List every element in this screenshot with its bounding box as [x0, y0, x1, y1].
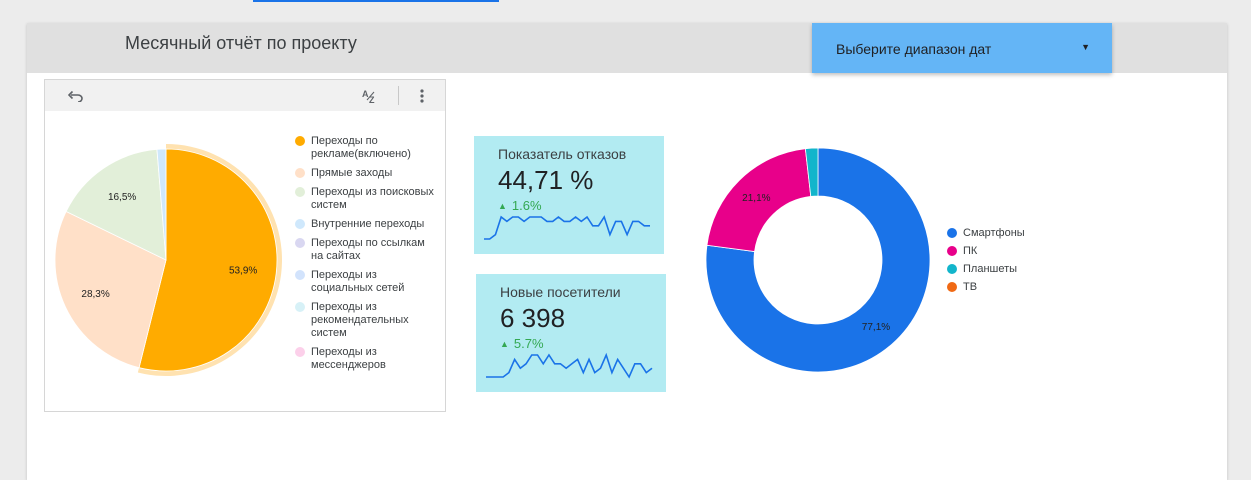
pie-legend: Переходы по рекламе(включено) Прямые захо… [295, 135, 440, 378]
legend-label: Переходы из рекомендательных систем [311, 301, 409, 339]
legend-swatch [295, 168, 305, 178]
legend-swatch [947, 246, 957, 256]
legend-swatch [295, 136, 305, 146]
pie-slice-label: 53,9% [229, 265, 257, 276]
new-visitors-delta: ▲ 5.7% [500, 336, 544, 351]
legend-label: Переходы из поисковых систем [311, 186, 434, 211]
svg-text:A: A [362, 89, 369, 99]
legend-swatch [295, 219, 305, 229]
pie-legend-item[interactable]: Переходы из поисковых систем [295, 186, 440, 212]
donut-legend-item[interactable]: ПК [947, 245, 1025, 258]
arrow-up-icon: ▲ [500, 338, 509, 349]
legend-label: ПК [963, 245, 978, 257]
date-range-picker[interactable]: Выберите диапазон дат ▼ [812, 23, 1112, 73]
legend-swatch [947, 282, 957, 292]
bounce-rate-title: Показатель отказов [498, 146, 627, 162]
undo-icon[interactable] [64, 85, 88, 106]
new-visitors-value: 6 398 [500, 303, 566, 333]
pie-slice[interactable] [138, 148, 278, 372]
more-vert-icon[interactable] [410, 85, 434, 106]
arrow-up-icon: ▲ [498, 200, 507, 211]
legend-swatch [295, 302, 305, 312]
new-visitors-title: Новые посетители [500, 284, 621, 300]
pie-legend-item[interactable]: Прямые заходы [295, 167, 440, 180]
legend-label: Прямые заходы [311, 167, 393, 179]
pie-legend-item[interactable]: Переходы по рекламе(включено) [295, 135, 440, 161]
device-donut-chart: 77,1% 21,1% [705, 147, 931, 373]
pie-legend-item[interactable]: Переходы из социальных сетей [295, 269, 440, 295]
new-visitors-delta-value: 5.7% [513, 336, 544, 351]
pie-slice-label: 16,5% [108, 192, 136, 203]
sparkline-path [484, 215, 650, 240]
legend-swatch [295, 347, 305, 357]
traffic-sources-pie-chart: 53,9% 28,3% 16,5% [54, 144, 282, 376]
legend-label: Переходы из социальных сетей [311, 269, 405, 294]
bounce-rate-delta: ▲ 1.6% [498, 198, 542, 213]
sparkline-path [486, 352, 653, 379]
pie-slice[interactable] [65, 148, 167, 261]
legend-label: Внутренние переходы [311, 218, 425, 230]
legend-label: Переходы из мессенджеров [311, 346, 386, 371]
svg-text:Z: Z [369, 95, 375, 104]
donut-legend: Смартфоны ПК Планшеты ТВ [947, 227, 1025, 299]
donut-legend-item[interactable]: ТВ [947, 281, 1025, 294]
toolbar-divider [398, 86, 399, 105]
pie-legend-item[interactable]: Переходы из рекомендательных систем [295, 301, 440, 340]
legend-swatch [295, 270, 305, 280]
pie-slice-label: 28,3% [81, 289, 109, 300]
legend-swatch [295, 238, 305, 248]
donut-legend-item[interactable]: Планшеты [947, 263, 1025, 276]
donut-slice-label: 21,1% [742, 193, 770, 204]
pie-legend-item[interactable]: Переходы из мессенджеров [295, 346, 440, 372]
active-tab-indicator [253, 0, 499, 2]
legend-label: Переходы по ссылкам на сайтах [311, 237, 425, 262]
legend-swatch [295, 187, 305, 197]
pie-legend-item[interactable]: Переходы по ссылкам на сайтах [295, 237, 440, 263]
legend-label: Смартфоны [963, 227, 1025, 239]
date-range-picker-label: Выберите диапазон дат [836, 41, 992, 57]
new-visitors-sparkline [486, 352, 653, 379]
donut-slice[interactable] [705, 147, 931, 373]
donut-slice-label: 77,1% [862, 322, 890, 333]
legend-swatch [947, 264, 957, 274]
donut-slice[interactable] [804, 147, 819, 197]
pie-legend-item[interactable]: Внутренние переходы [295, 218, 440, 231]
report-header: Месячный отчёт по проекту Выберите диапа… [27, 23, 1227, 73]
dropdown-caret-icon: ▼ [1081, 42, 1090, 52]
bounce-rate-value: 44,71 % [498, 165, 594, 195]
legend-label: Переходы по рекламе(включено) [311, 135, 411, 160]
report-title: Месячный отчёт по проекту [125, 33, 357, 53]
pie-slice[interactable] [54, 210, 167, 369]
donut-legend-item[interactable]: Смартфоны [947, 227, 1025, 240]
legend-swatch [947, 228, 957, 238]
bounce-rate-scorecard: Показатель отказов 44,71 % ▲ 1.6% [474, 136, 664, 254]
bounce-rate-sparkline [484, 215, 650, 240]
pie-slice[interactable] [156, 148, 167, 261]
bounce-rate-delta-value: 1.6% [511, 198, 542, 213]
legend-label: Планшеты [963, 263, 1018, 275]
new-visitors-scorecard: Новые посетители 6 398 ▲ 5.7% [476, 274, 666, 392]
legend-label: ТВ [963, 281, 978, 293]
